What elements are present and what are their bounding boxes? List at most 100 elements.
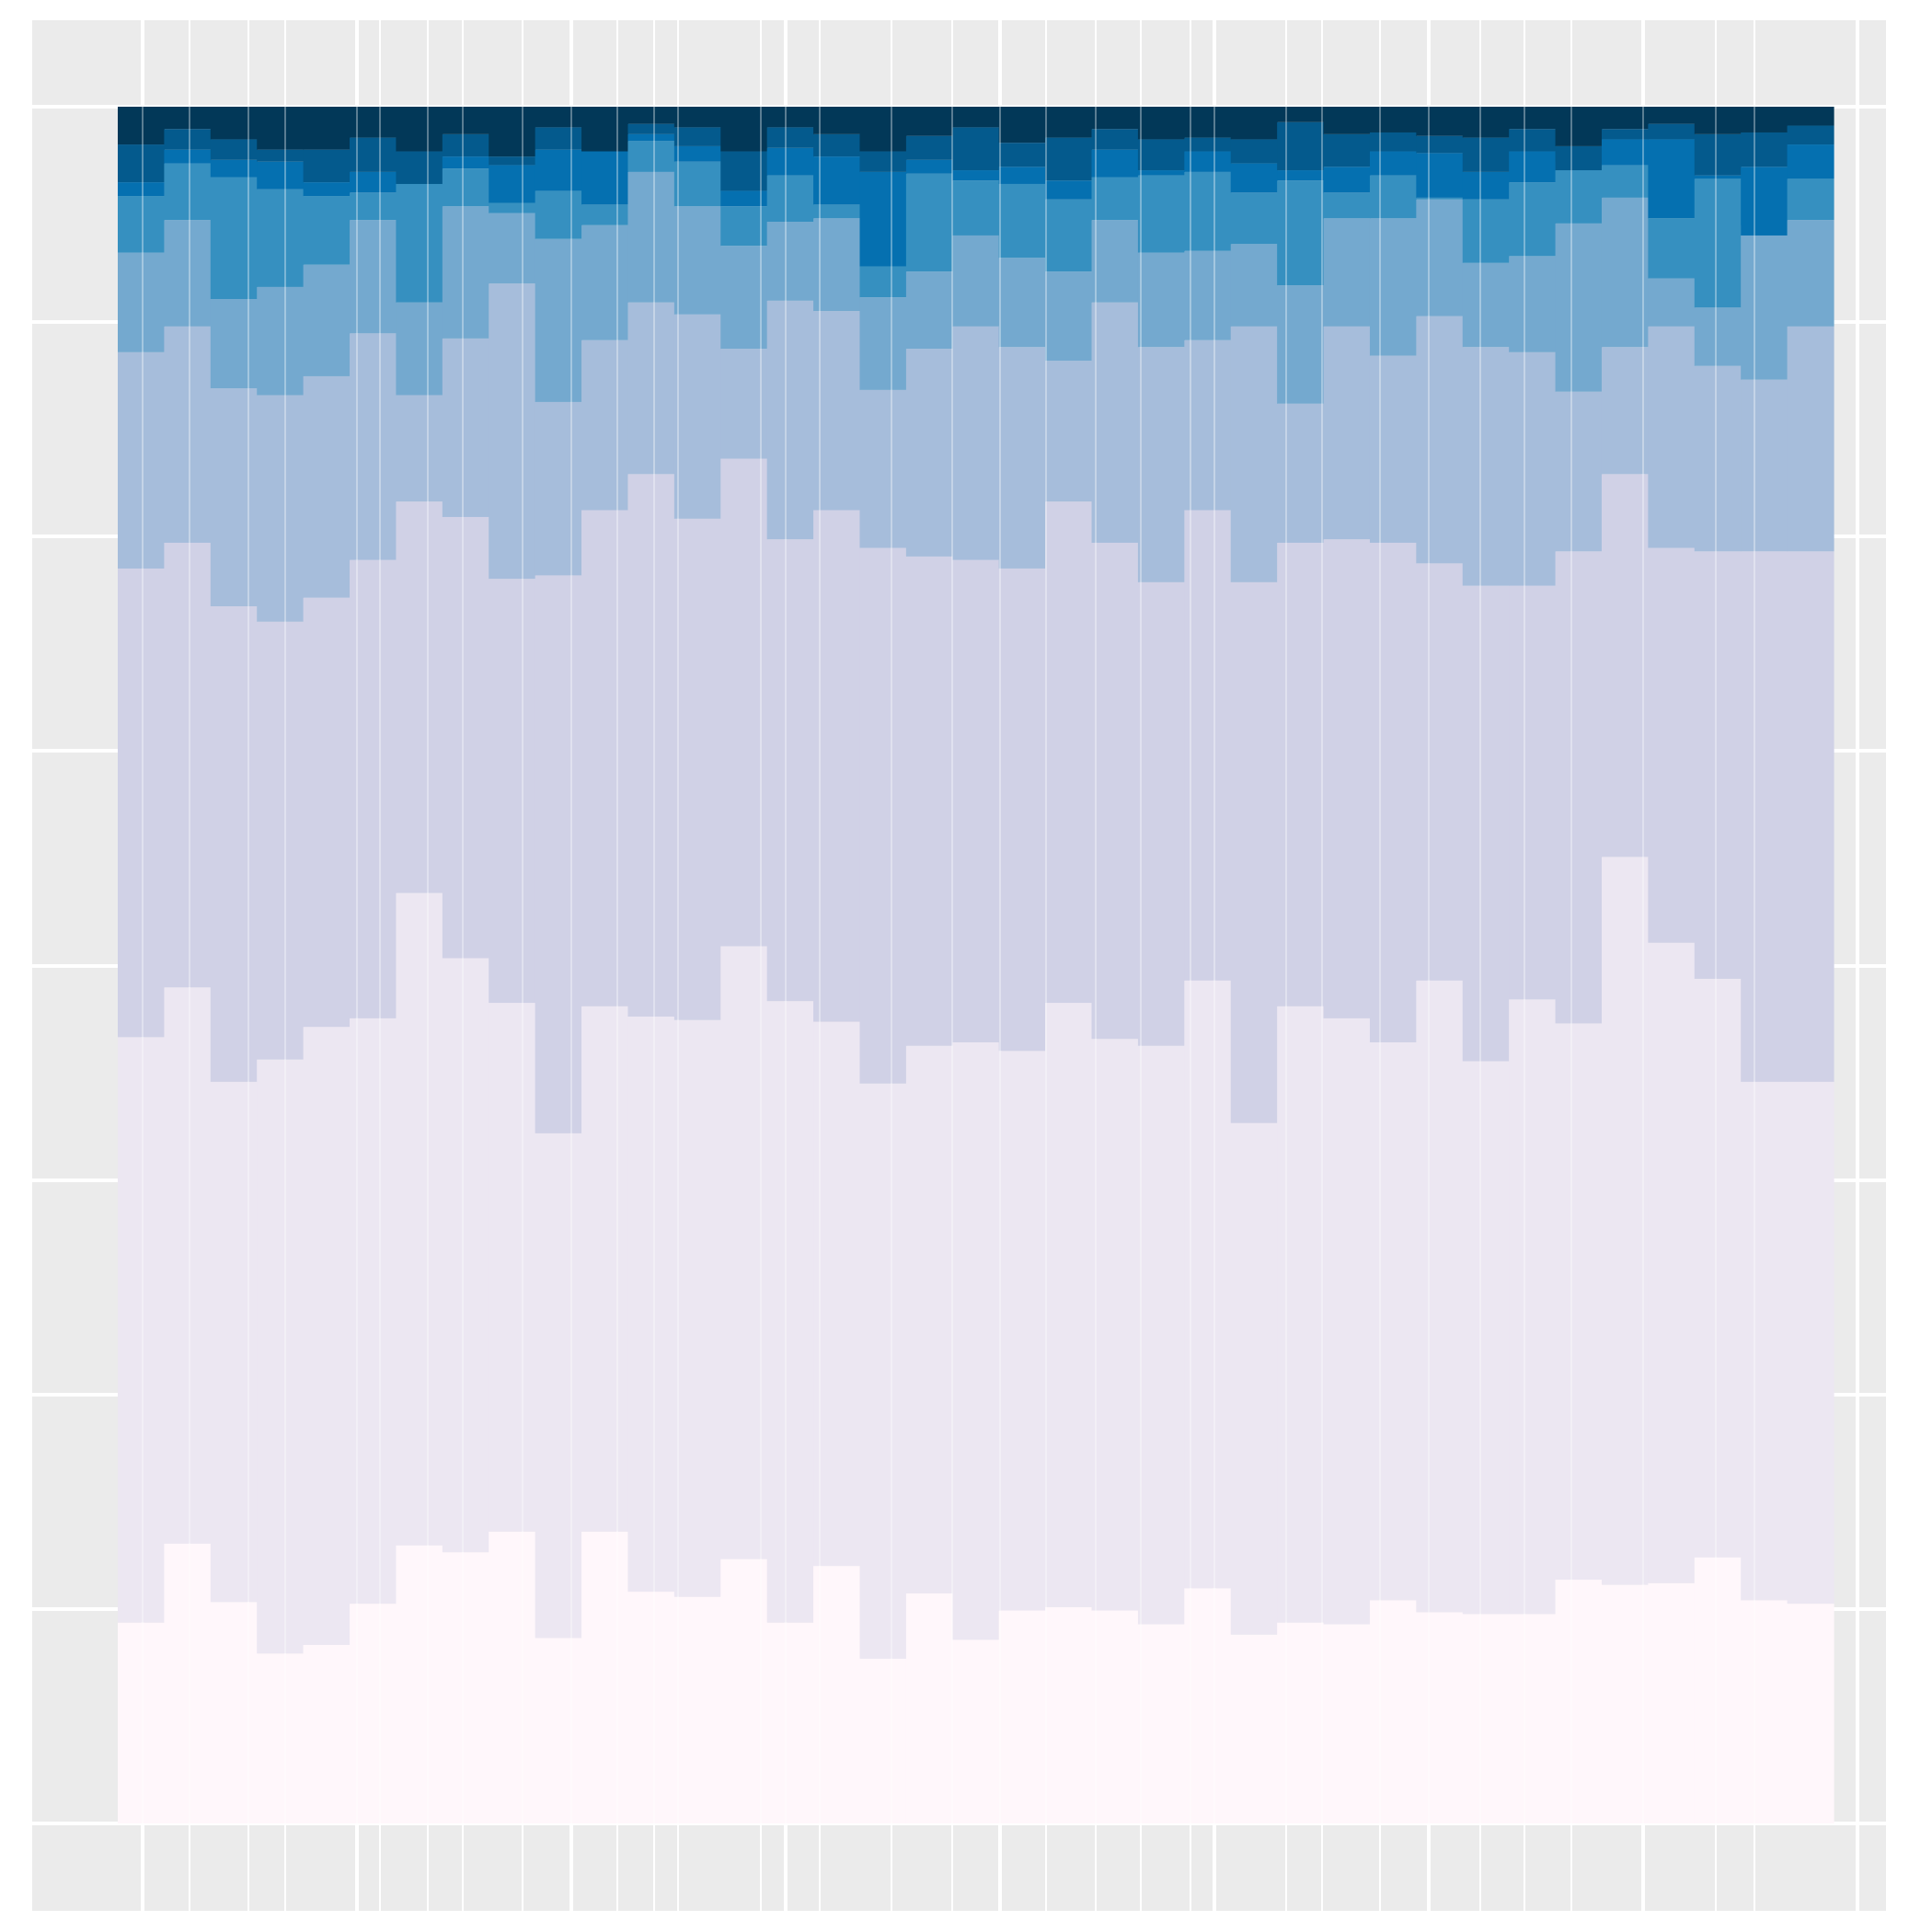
bar-segment bbox=[1555, 223, 1603, 392]
bar-segment bbox=[1648, 107, 1696, 124]
bar-segment bbox=[210, 139, 258, 160]
bar-segment bbox=[1509, 1614, 1557, 1823]
bar-segment bbox=[210, 298, 258, 389]
bar-segment bbox=[1694, 175, 1742, 179]
bar-segment bbox=[1648, 278, 1696, 327]
bar-segment bbox=[1091, 1610, 1139, 1823]
bar-segment bbox=[535, 1133, 582, 1639]
bar-segment bbox=[1694, 133, 1742, 176]
bar-segment bbox=[1648, 1582, 1696, 1823]
bar-segment bbox=[210, 159, 258, 178]
bar-segment bbox=[257, 1653, 305, 1823]
bar-segment bbox=[1045, 271, 1093, 362]
bar-segment bbox=[118, 107, 166, 145]
bar-segment bbox=[1787, 326, 1834, 552]
bar-segment bbox=[396, 107, 443, 152]
bar-segment bbox=[1137, 347, 1185, 582]
bar-segment bbox=[720, 458, 768, 947]
bar-segment bbox=[489, 202, 536, 213]
bar-segment bbox=[952, 326, 1000, 560]
bar-segment bbox=[1555, 391, 1603, 552]
bar-segment bbox=[1277, 1622, 1325, 1823]
bar-segment bbox=[813, 204, 861, 219]
bar-segment bbox=[210, 388, 258, 606]
bar-segment bbox=[303, 597, 351, 1028]
bar-segment bbox=[442, 107, 489, 134]
bar-segment bbox=[859, 1658, 907, 1823]
bar-segment bbox=[1694, 307, 1742, 366]
bar-segment bbox=[1462, 199, 1510, 263]
bar-segment bbox=[535, 149, 582, 191]
bar-segment bbox=[720, 151, 768, 191]
bar-segment bbox=[1787, 220, 1834, 327]
bar-segment bbox=[1277, 180, 1325, 286]
bar-segment bbox=[1462, 137, 1510, 172]
bar-segment bbox=[1601, 857, 1649, 1585]
bar-segment bbox=[905, 1593, 953, 1823]
bar-segment bbox=[1184, 980, 1232, 1589]
bar-segment bbox=[535, 575, 582, 1133]
bar-segment bbox=[1323, 218, 1371, 327]
bar-segment bbox=[535, 107, 582, 128]
bar-segment bbox=[350, 220, 397, 334]
bar-segment bbox=[627, 107, 675, 124]
bar-segment bbox=[1230, 139, 1278, 164]
bar-segment bbox=[1184, 171, 1232, 251]
bar-segment bbox=[118, 1622, 166, 1823]
bar-segment bbox=[489, 107, 536, 157]
bar-segment bbox=[1277, 170, 1325, 181]
bar-segment bbox=[952, 170, 1000, 181]
bar-segment bbox=[627, 302, 675, 475]
bar-segment bbox=[1369, 151, 1417, 176]
bar-segment bbox=[1648, 139, 1696, 219]
bar-segment bbox=[1555, 107, 1603, 146]
bar-segment bbox=[164, 107, 212, 130]
bar-segment bbox=[1509, 585, 1557, 1000]
bar-segment bbox=[1694, 107, 1742, 134]
bar-segment bbox=[1137, 107, 1185, 140]
bar-segment bbox=[1555, 1023, 1603, 1581]
bar-segment bbox=[1184, 339, 1232, 511]
bar-segment bbox=[813, 510, 861, 1022]
bar-segment bbox=[1416, 153, 1464, 198]
bar-segment bbox=[1137, 175, 1185, 253]
bar-segment bbox=[489, 156, 536, 166]
bar-segment bbox=[1184, 107, 1232, 138]
bar-segment bbox=[164, 220, 212, 327]
bar-segment bbox=[1369, 542, 1417, 1042]
bar-segment bbox=[1045, 1606, 1093, 1823]
bar-segment bbox=[627, 474, 675, 1017]
bar-segment bbox=[766, 1622, 814, 1823]
bar-segment bbox=[627, 123, 675, 134]
bar-segment bbox=[1416, 563, 1464, 981]
bar-segment bbox=[952, 180, 1000, 236]
bar-segment bbox=[1741, 1081, 1788, 1601]
bar-segment bbox=[720, 246, 768, 350]
bar-segment bbox=[813, 156, 861, 205]
bar-segment bbox=[581, 204, 629, 225]
bar-segment bbox=[627, 1016, 675, 1593]
bar-segment bbox=[118, 196, 166, 253]
bar-segment bbox=[257, 189, 305, 287]
bar-segment bbox=[396, 151, 443, 184]
bar-segment bbox=[1230, 244, 1278, 327]
bar-segment bbox=[442, 1552, 489, 1823]
bar-segment bbox=[1137, 252, 1185, 348]
bar-segment bbox=[998, 183, 1046, 259]
bar-segment bbox=[257, 161, 305, 190]
bar-segment bbox=[998, 1610, 1046, 1823]
bar-segment bbox=[1509, 182, 1557, 257]
bar-segment bbox=[1323, 539, 1371, 1018]
bar-segment bbox=[1184, 151, 1232, 172]
bar-segment bbox=[118, 1037, 166, 1623]
bar-segment bbox=[905, 556, 953, 1046]
bar-segment bbox=[1694, 178, 1742, 308]
bar-segment bbox=[1091, 149, 1139, 178]
bar-segment bbox=[1369, 218, 1417, 356]
bar-segment bbox=[1184, 1588, 1232, 1823]
bar-segment bbox=[535, 238, 582, 402]
bar-segment bbox=[1045, 501, 1093, 1004]
bar-segment bbox=[1601, 129, 1649, 140]
bar-segment bbox=[1648, 218, 1696, 279]
